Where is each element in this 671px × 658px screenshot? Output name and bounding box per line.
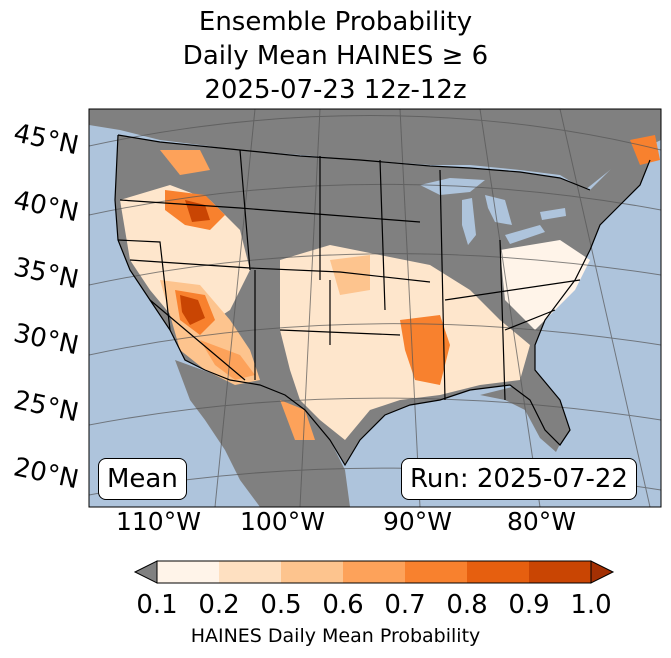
prob-field-mid-pacnw [160, 150, 210, 175]
mean-label-box: Mean [98, 458, 187, 500]
lon-label-110: 110°W [116, 507, 201, 536]
lake-erie [505, 225, 545, 244]
colorbar-under-extension [133, 560, 158, 584]
title-line-2: Daily Mean HAINES ≥ 6 [182, 41, 489, 71]
colorbar-segment [529, 561, 591, 583]
lake-superior [420, 178, 485, 195]
colorbar-segment [467, 561, 529, 583]
colorbar-segment [219, 561, 281, 583]
state-borders [117, 134, 591, 401]
colorbar [133, 560, 615, 584]
colorbar-segment [343, 561, 405, 583]
colorbar-tick-label: 0.2 [198, 590, 240, 620]
prob-field-mid-mexico [200, 340, 255, 380]
colorbar-tick-label: 0.7 [384, 590, 426, 620]
coastlines [114, 134, 651, 467]
map-frame [88, 108, 662, 508]
prob-field-mid-texas-west [280, 400, 315, 440]
colorbar-over-extension [590, 560, 615, 584]
lon-label-100: 100°W [240, 507, 325, 536]
florida-land [480, 385, 562, 452]
colorbar-frame [156, 560, 592, 584]
prob-field-high-arizona [180, 295, 205, 325]
lon-label-90: 90°W [383, 507, 453, 536]
colorbar-tick-label: 0.5 [260, 590, 302, 620]
lake-huron [485, 195, 512, 225]
colorbar-tick-label: 0.8 [446, 590, 488, 620]
lake-ontario [540, 208, 566, 220]
colorbar-tick-label: 1.0 [570, 590, 612, 620]
title-line-3: 2025-07-23 12z-12z [204, 75, 467, 105]
prob-field-mid-maine [630, 135, 660, 165]
lon-label-80: 80°W [507, 507, 577, 536]
graticule [89, 109, 661, 507]
colorbar-segment [405, 561, 467, 583]
lake-michigan [462, 198, 476, 245]
title-line-1: Ensemble Probability [198, 7, 473, 37]
colorbar-label: HAINES Daily Mean Probability [190, 625, 481, 647]
colorbar-segment [157, 561, 219, 583]
prob-field-mid-oklahoma [330, 255, 370, 295]
colorbar-tick-label: 0.6 [322, 590, 364, 620]
canada-land [89, 109, 661, 190]
colorbar-tick-label: 0.1 [136, 590, 178, 620]
run-label-box: Run: 2025-07-22 [401, 458, 637, 500]
mexico-land [175, 360, 350, 507]
colorbar-segment [281, 561, 343, 583]
colorbar-tick-label: 0.9 [508, 590, 550, 620]
